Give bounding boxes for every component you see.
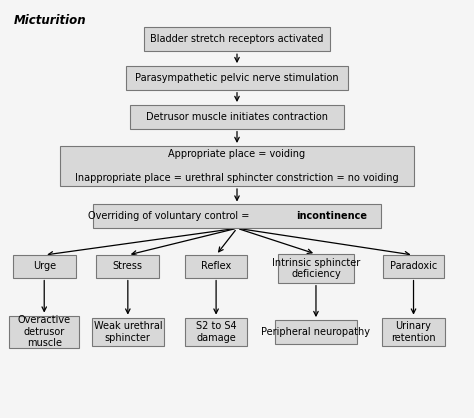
FancyBboxPatch shape [185, 318, 247, 346]
FancyBboxPatch shape [9, 316, 79, 348]
Text: Overriding of voluntary control =: Overriding of voluntary control = [88, 212, 253, 222]
Text: Reflex: Reflex [201, 261, 231, 271]
Text: Bladder stretch receptors activated: Bladder stretch receptors activated [150, 34, 324, 44]
Text: Overactive
detrusor
muscle: Overactive detrusor muscle [18, 315, 71, 349]
FancyBboxPatch shape [93, 204, 381, 228]
FancyBboxPatch shape [97, 255, 159, 278]
FancyBboxPatch shape [275, 320, 356, 344]
FancyBboxPatch shape [130, 105, 344, 129]
Text: Urinary
retention: Urinary retention [391, 321, 436, 343]
Text: S2 to S4
damage: S2 to S4 damage [196, 321, 237, 343]
Text: Intrinsic sphincter
deficiency: Intrinsic sphincter deficiency [272, 257, 360, 279]
Text: Micturition: Micturition [14, 14, 87, 28]
Text: Stress: Stress [113, 261, 143, 271]
Text: Detrusor muscle initiates contraction: Detrusor muscle initiates contraction [146, 112, 328, 122]
Text: Peripheral neuropathy: Peripheral neuropathy [262, 327, 371, 337]
FancyBboxPatch shape [383, 255, 444, 278]
Text: Paradoxic: Paradoxic [390, 261, 437, 271]
FancyBboxPatch shape [126, 66, 348, 90]
FancyBboxPatch shape [382, 318, 445, 346]
FancyBboxPatch shape [13, 255, 75, 278]
FancyBboxPatch shape [185, 255, 247, 278]
Text: incontinence: incontinence [296, 212, 367, 222]
FancyBboxPatch shape [92, 318, 164, 346]
FancyBboxPatch shape [278, 254, 354, 283]
Text: Appropriate place = voiding

Inappropriate place = urethral sphincter constricti: Appropriate place = voiding Inappropriat… [75, 149, 399, 183]
FancyBboxPatch shape [61, 146, 413, 186]
Text: Parasympathetic pelvic nerve stimulation: Parasympathetic pelvic nerve stimulation [135, 73, 339, 83]
FancyBboxPatch shape [144, 27, 330, 51]
Text: Weak urethral
sphincter: Weak urethral sphincter [93, 321, 162, 343]
Text: Urge: Urge [33, 261, 56, 271]
